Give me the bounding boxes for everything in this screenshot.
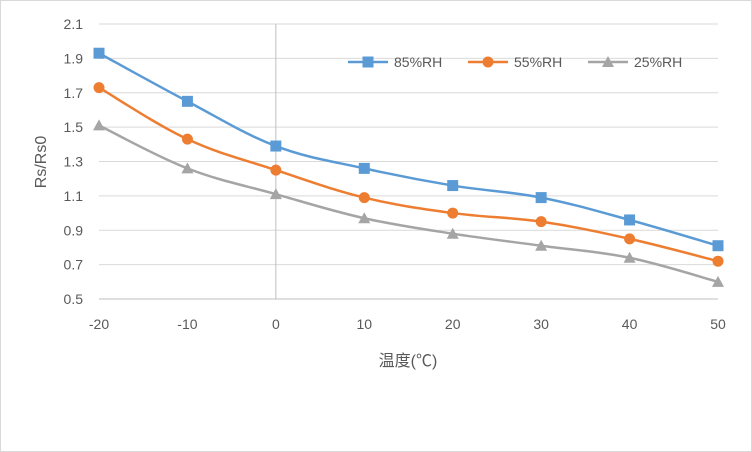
y-tick-label: 0.9 [64,222,84,238]
data-point [446,227,459,239]
series-line [98,124,719,284]
x-tick-label: -20 [89,316,109,332]
gridlines [99,23,718,266]
data-point [712,275,724,287]
data-point [181,133,193,145]
legend: 85%RH 55%RH 25%RH [348,54,682,70]
y-tick-label: 1.9 [64,50,84,66]
legend-marker [362,56,374,68]
data-point [270,164,282,176]
series-25%RH [93,119,724,287]
y-tick-label: 1.1 [64,188,84,204]
y-tick-label: 1.7 [64,85,84,101]
x-tick-label: 10 [356,316,372,332]
data-point [270,140,282,152]
x-tick-label: 20 [445,316,461,332]
data-point [624,233,636,245]
y-tick-label: 1.5 [64,119,84,135]
data-point [624,214,636,226]
data-point [535,216,547,228]
series-55%RH [93,82,724,267]
legend-item: 55%RH [468,54,562,70]
series-group [93,47,724,287]
y-tick-label: 0.7 [64,257,84,273]
data-point [93,82,105,94]
y-tick-label: 0.5 [64,291,84,307]
y-tick-label: 1.3 [64,154,84,170]
legend-item: 85%RH [348,54,442,70]
data-point [358,192,370,204]
data-point [535,192,547,204]
data-point [358,212,371,224]
legend-label: 85%RH [394,54,442,70]
data-point [447,207,459,219]
x-tick-label: -10 [177,316,197,332]
legend-marker [482,56,494,68]
data-point [269,188,282,200]
data-point [712,255,724,267]
data-point [93,119,105,131]
data-point [181,95,193,107]
data-point [535,239,548,251]
legend-marker [602,56,614,67]
x-tick-label: 0 [272,316,280,332]
x-tick-label: 40 [622,316,638,332]
series-85%RH [93,47,724,252]
series-line [98,86,719,263]
x-tick-label: 30 [533,316,549,332]
data-point [181,162,194,174]
data-point [93,47,105,59]
x-tick-label: 50 [710,316,726,332]
axes: 0.5 0.7 0.9 1.1 1.3 1.5 1.7 1.9 2.1 -20 -10 0 10 20 30… [64,16,726,332]
x-axis-title: 温度(℃) [379,352,438,370]
data-point [358,162,370,174]
legend-item: 25%RH [588,54,682,70]
y-tick-label: 2.1 [64,16,84,32]
legend-label: 25%RH [634,54,682,70]
data-point [447,180,459,192]
data-point [623,251,636,263]
y-axis-title: Rs/Rs0 [33,136,50,189]
data-point [712,240,724,252]
legend-label: 55%RH [514,54,562,70]
